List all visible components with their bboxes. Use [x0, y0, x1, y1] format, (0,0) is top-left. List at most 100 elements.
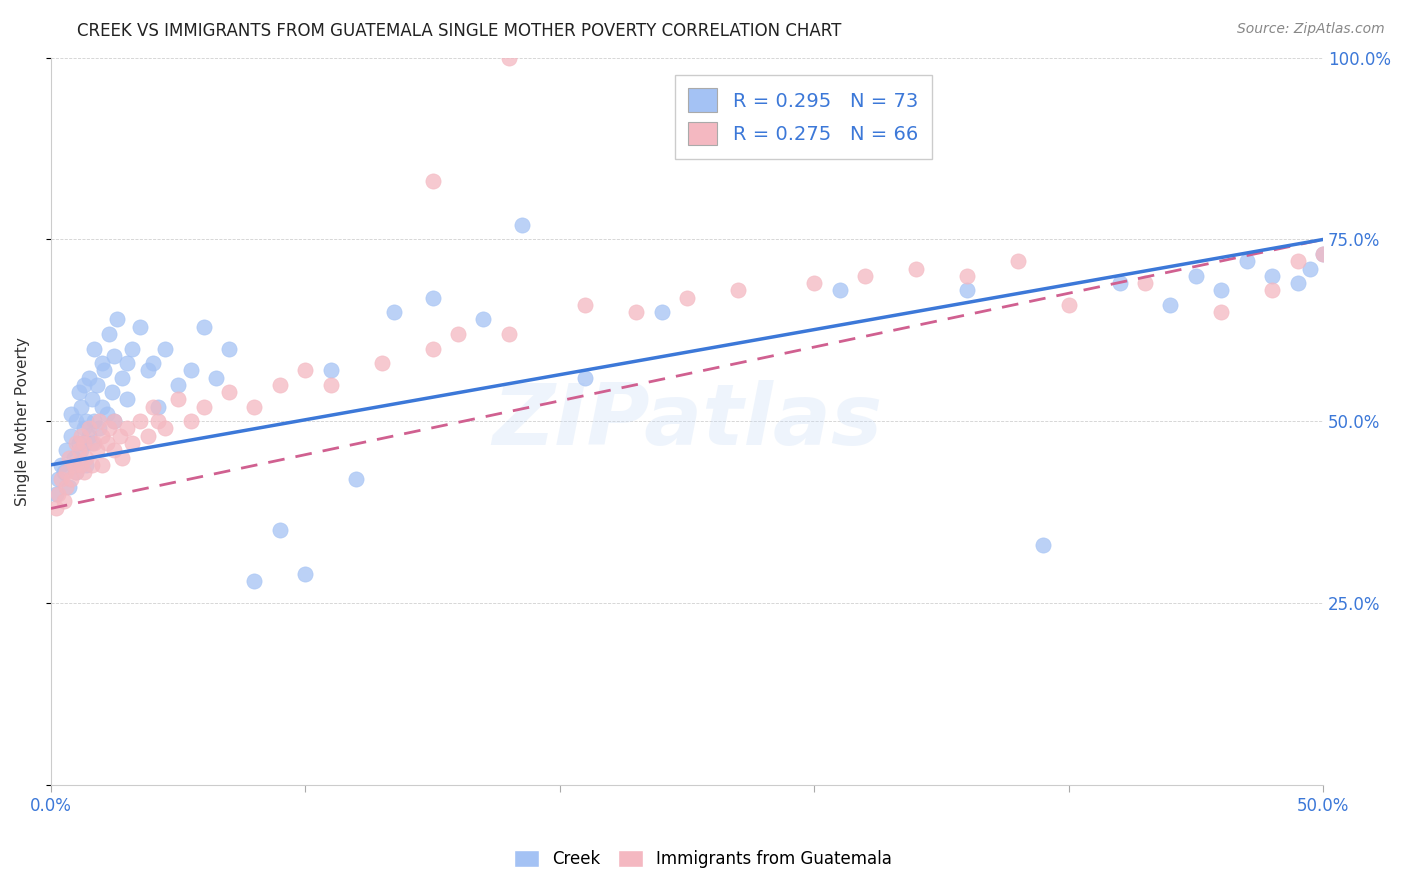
Point	[422, 291, 444, 305]
Legend: R = 0.295   N = 73, R = 0.275   N = 66: R = 0.295 N = 73, R = 0.275 N = 66	[675, 75, 932, 159]
Point	[111, 370, 134, 384]
Point	[55, 480, 77, 494]
Point	[1286, 254, 1309, 268]
Point	[48, 487, 70, 501]
Point	[1133, 276, 1156, 290]
Point	[853, 268, 876, 283]
Point	[60, 472, 83, 486]
Point	[58, 480, 80, 494]
Point	[70, 400, 93, 414]
Point	[80, 436, 103, 450]
Point	[146, 414, 169, 428]
Point	[103, 443, 125, 458]
Point	[193, 400, 215, 414]
Point	[75, 450, 97, 465]
Text: CREEK VS IMMIGRANTS FROM GUATEMALA SINGLE MOTHER POVERTY CORRELATION CHART: CREEK VS IMMIGRANTS FROM GUATEMALA SINGL…	[77, 22, 842, 40]
Point	[83, 436, 105, 450]
Point	[1057, 298, 1080, 312]
Point	[1007, 254, 1029, 268]
Point	[956, 283, 979, 297]
Point	[48, 472, 70, 486]
Point	[49, 472, 72, 486]
Point	[136, 363, 159, 377]
Point	[62, 450, 84, 465]
Point	[49, 458, 72, 472]
Point	[1261, 283, 1284, 297]
Point	[90, 458, 112, 472]
Point	[93, 363, 115, 377]
Point	[115, 392, 138, 407]
Point	[73, 465, 96, 479]
Point	[344, 472, 367, 486]
Point	[142, 400, 165, 414]
Point	[96, 436, 118, 450]
Point	[60, 429, 83, 443]
Point	[956, 268, 979, 283]
Point	[1312, 247, 1334, 261]
Point	[167, 392, 190, 407]
Point	[83, 342, 105, 356]
Point	[67, 443, 90, 458]
Point	[218, 342, 240, 356]
Point	[382, 305, 405, 319]
Point	[1299, 261, 1322, 276]
Point	[73, 421, 96, 435]
Point	[828, 283, 851, 297]
Point	[73, 377, 96, 392]
Point	[136, 429, 159, 443]
Point	[243, 574, 266, 589]
Point	[1312, 247, 1334, 261]
Point	[155, 421, 177, 435]
Point	[624, 305, 647, 319]
Point	[472, 312, 495, 326]
Point	[83, 414, 105, 428]
Point	[1261, 268, 1284, 283]
Point	[77, 429, 100, 443]
Point	[269, 523, 291, 537]
Point	[73, 436, 96, 450]
Point	[447, 326, 470, 341]
Point	[1236, 254, 1258, 268]
Point	[98, 421, 121, 435]
Point	[52, 494, 75, 508]
Point	[121, 342, 143, 356]
Point	[243, 400, 266, 414]
Point	[115, 421, 138, 435]
Point	[294, 566, 316, 581]
Point	[167, 377, 190, 392]
Point	[90, 429, 112, 443]
Point	[75, 414, 97, 428]
Point	[60, 407, 83, 421]
Point	[45, 487, 67, 501]
Point	[70, 443, 93, 458]
Point	[52, 465, 75, 479]
Point	[90, 400, 112, 414]
Point	[90, 356, 112, 370]
Point	[80, 458, 103, 472]
Point	[62, 458, 84, 472]
Point	[98, 326, 121, 341]
Point	[1286, 276, 1309, 290]
Y-axis label: Single Mother Poverty: Single Mother Poverty	[15, 337, 30, 506]
Point	[510, 218, 533, 232]
Point	[65, 436, 87, 450]
Legend: Creek, Immigrants from Guatemala: Creek, Immigrants from Guatemala	[508, 843, 898, 875]
Point	[65, 465, 87, 479]
Point	[108, 429, 131, 443]
Point	[103, 349, 125, 363]
Point	[498, 326, 520, 341]
Point	[45, 501, 67, 516]
Point	[75, 458, 97, 472]
Point	[77, 370, 100, 384]
Point	[904, 261, 927, 276]
Point	[103, 414, 125, 428]
Point	[370, 356, 392, 370]
Point	[55, 465, 77, 479]
Point	[103, 414, 125, 428]
Point	[115, 356, 138, 370]
Point	[67, 385, 90, 400]
Point	[1032, 538, 1054, 552]
Point	[319, 363, 342, 377]
Point	[86, 443, 108, 458]
Point	[146, 400, 169, 414]
